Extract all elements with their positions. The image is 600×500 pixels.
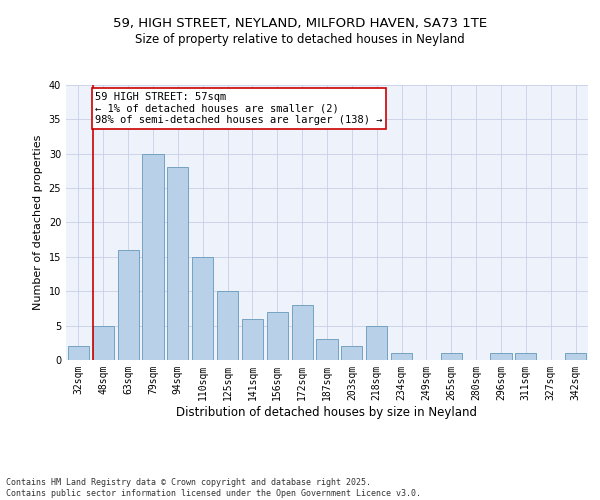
Bar <box>316 340 338 360</box>
Bar <box>142 154 164 360</box>
Bar <box>118 250 139 360</box>
Bar <box>242 319 263 360</box>
Bar <box>217 291 238 360</box>
Bar <box>167 168 188 360</box>
Bar <box>366 326 387 360</box>
Text: 59, HIGH STREET, NEYLAND, MILFORD HAVEN, SA73 1TE: 59, HIGH STREET, NEYLAND, MILFORD HAVEN,… <box>113 18 487 30</box>
Bar <box>565 353 586 360</box>
Bar <box>441 353 462 360</box>
Bar <box>341 346 362 360</box>
Bar <box>490 353 512 360</box>
Bar <box>292 305 313 360</box>
X-axis label: Distribution of detached houses by size in Neyland: Distribution of detached houses by size … <box>176 406 478 418</box>
Text: Contains HM Land Registry data © Crown copyright and database right 2025.
Contai: Contains HM Land Registry data © Crown c… <box>6 478 421 498</box>
Bar <box>192 257 213 360</box>
Bar <box>515 353 536 360</box>
Text: Size of property relative to detached houses in Neyland: Size of property relative to detached ho… <box>135 32 465 46</box>
Text: 59 HIGH STREET: 57sqm
← 1% of detached houses are smaller (2)
98% of semi-detach: 59 HIGH STREET: 57sqm ← 1% of detached h… <box>95 92 383 125</box>
Bar <box>68 346 89 360</box>
Bar <box>267 312 288 360</box>
Y-axis label: Number of detached properties: Number of detached properties <box>33 135 43 310</box>
Bar <box>93 326 114 360</box>
Bar <box>391 353 412 360</box>
